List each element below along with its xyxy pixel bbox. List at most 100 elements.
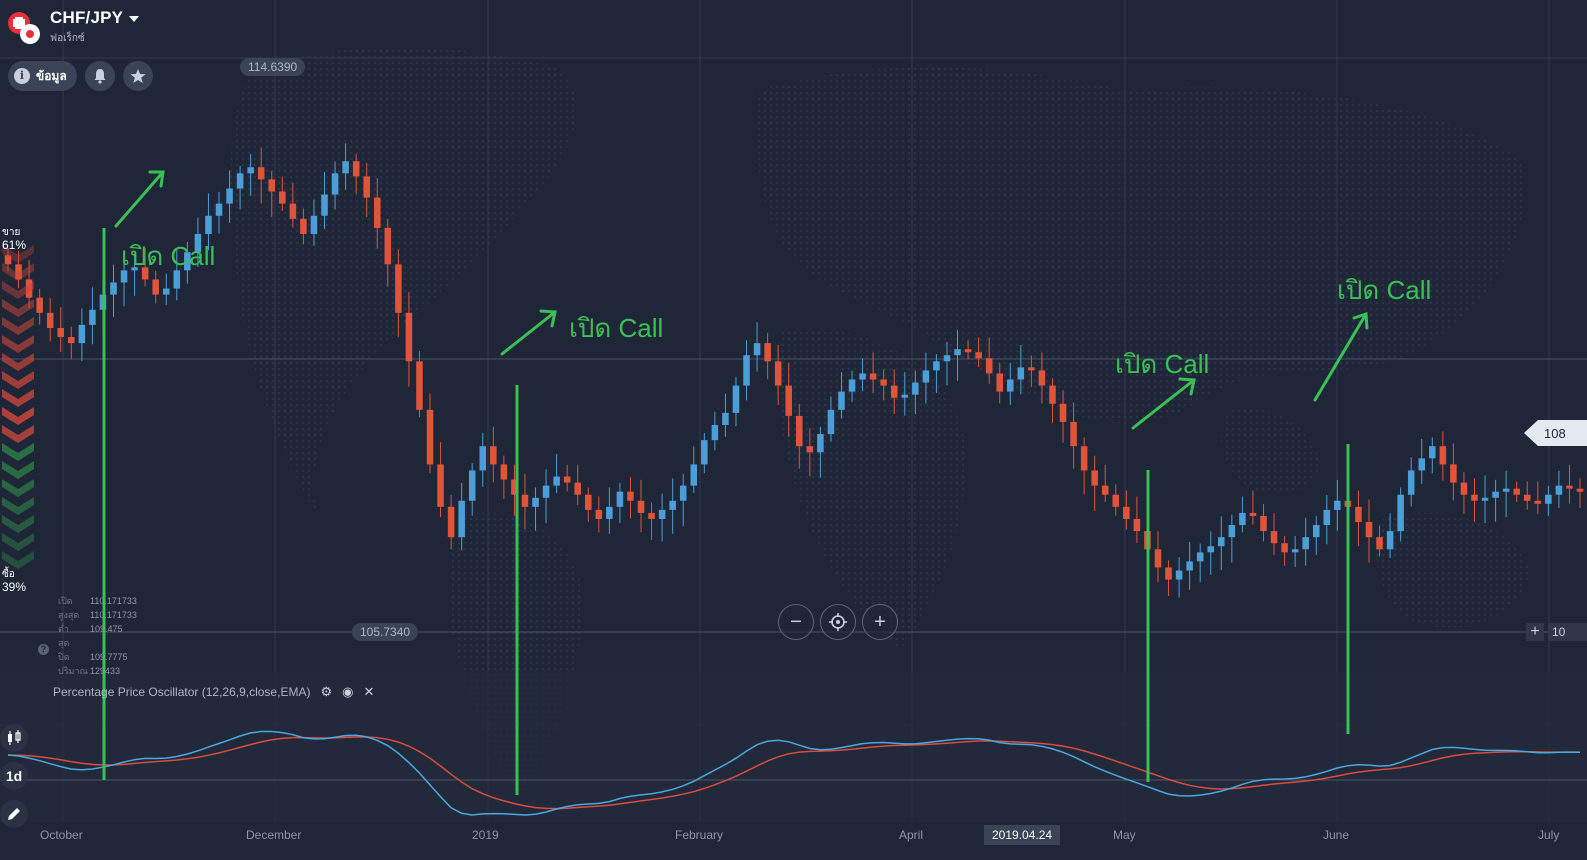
candle-body: [1281, 543, 1288, 553]
sell-sentiment: ขาย 61%: [2, 226, 26, 252]
candle-body: [331, 173, 339, 195]
buy-chevron: [2, 443, 34, 461]
oscillator-panel-background: [0, 672, 1587, 822]
candle-body: [574, 482, 581, 495]
candle-body: [1260, 515, 1267, 532]
candle-body: [1334, 500, 1341, 510]
candle-body: [1534, 500, 1542, 504]
sell-chevron: [2, 281, 34, 299]
candle-body: [511, 479, 518, 495]
buy-chevron: [2, 515, 34, 533]
sell-chevron: [2, 371, 34, 389]
x-axis-label: 2019: [472, 828, 499, 842]
instrument-pair[interactable]: CHF/JPY: [50, 8, 140, 28]
current-price-tag: 108: [1524, 420, 1587, 446]
info-label: ข้อมูล: [36, 68, 67, 83]
high-price-tag: 114.6390: [240, 58, 306, 76]
ohlc-row: ปริมาณ 129433: [58, 666, 121, 676]
drawing-tools-button[interactable]: [0, 800, 28, 828]
candle-body: [25, 279, 33, 298]
candle-body: [46, 312, 54, 328]
candle-body: [901, 394, 909, 398]
candle-body: [458, 500, 465, 538]
zoom-out-button[interactable]: −: [778, 604, 814, 640]
info-icon: i: [14, 68, 30, 84]
annotation-lines: [102, 228, 1350, 795]
candle-body: [796, 415, 803, 447]
close-icon[interactable]: ✕: [363, 684, 375, 699]
info-button[interactable]: i ข้อมูล: [8, 61, 77, 91]
candle-body: [257, 167, 265, 180]
candle-body: [669, 500, 676, 510]
candle-body: [1218, 537, 1225, 547]
candle-body: [701, 440, 708, 465]
chevron-down-icon[interactable]: [129, 15, 140, 22]
candle-body: [490, 446, 497, 465]
candle-body: [1059, 403, 1067, 422]
oscillator-header: Percentage Price Oscillator (12,26,9,clo…: [53, 684, 374, 700]
candle-body: [838, 391, 845, 410]
candle-body: [373, 197, 381, 228]
candle-body: [152, 279, 159, 295]
candle-body: [1249, 512, 1257, 516]
candle-body: [1302, 537, 1309, 550]
candle-body: [563, 476, 571, 483]
eye-icon[interactable]: ◉: [342, 684, 354, 699]
ohlc-row: เปิด 110.171733: [58, 596, 137, 606]
candle-body: [236, 173, 244, 189]
candle-body: [732, 385, 740, 413]
minus-icon: −: [790, 610, 802, 633]
sell-label: ขาย: [2, 227, 21, 238]
x-axis-label: February: [675, 828, 724, 842]
candle-body: [648, 512, 655, 519]
candle-body: [1471, 494, 1478, 501]
candle-body: [1270, 531, 1278, 544]
candle-body: [1007, 379, 1014, 392]
candle-body: [1502, 488, 1510, 492]
gear-icon[interactable]: ⚙: [320, 684, 333, 699]
candle-body: [416, 361, 423, 410]
x-axis-label: July: [1538, 828, 1560, 842]
favorite-button[interactable]: [122, 61, 153, 91]
help-icon[interactable]: ?: [38, 644, 49, 655]
candle-body: [1080, 446, 1088, 471]
candle-body: [184, 252, 191, 271]
zoom-in-button[interactable]: +: [862, 604, 898, 640]
candle-body: [1576, 488, 1584, 492]
timeframe-button[interactable]: 1d: [0, 762, 28, 790]
candle-body: [1355, 506, 1362, 523]
candle-body: [595, 509, 603, 519]
candle-body: [173, 270, 181, 289]
candle-body: [384, 227, 392, 265]
zoom-controls: − +: [778, 604, 898, 640]
candle-body: [996, 373, 1004, 392]
star-icon: [130, 69, 146, 83]
candle-body: [1239, 512, 1246, 526]
candle-body: [785, 385, 792, 416]
center-chart-button[interactable]: [820, 604, 856, 640]
sell-percent: 61%: [2, 238, 27, 252]
ohlc-readout: เปิด 110.171733 สูงสุด 110.171733 ต่ำสุด 10…: [58, 594, 137, 678]
alert-button[interactable]: [84, 61, 115, 91]
candle-body: [1545, 494, 1552, 504]
candle-body: [616, 491, 624, 507]
candle-body: [36, 297, 43, 313]
candle-body: [985, 358, 993, 374]
candle-body: [289, 203, 297, 219]
buy-chevron: [2, 461, 34, 479]
candle-body: [964, 349, 972, 353]
candle-body: [1523, 494, 1531, 501]
candle-body: [880, 379, 887, 386]
candle-body: [1196, 552, 1204, 562]
chart-type-button[interactable]: [0, 724, 28, 752]
candle-body: [1555, 485, 1563, 495]
candle-body: [437, 464, 444, 507]
candle-body: [194, 233, 202, 253]
low-price-tag: 105.7340: [352, 623, 419, 641]
candle-body: [532, 497, 539, 507]
candle-body: [4, 255, 12, 265]
instrument-header[interactable]: CHF/JPY ฟอเร็กซ์: [8, 8, 140, 46]
add-level-button[interactable]: +: [1526, 623, 1544, 641]
candle-body: [1028, 367, 1035, 371]
